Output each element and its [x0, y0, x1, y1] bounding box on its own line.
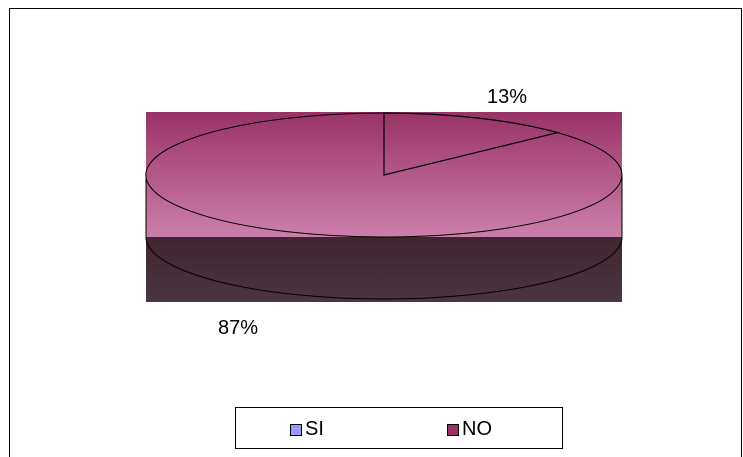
legend-item-no: NO [447, 418, 492, 441]
data-label-no: 87% [218, 317, 258, 339]
legend-swatch-si [290, 423, 302, 436]
data-label-si: 13% [487, 86, 527, 108]
pie-slice-si [383, 112, 560, 176]
legend-label-si: SI [305, 418, 324, 440]
pie-slice-no [145, 112, 623, 238]
legend-item-si: SI [290, 418, 324, 441]
legend-label-no: NO [462, 418, 492, 440]
chart-area [9, 8, 742, 457]
pie-side-wall [145, 175, 623, 300]
legend-swatch-no [447, 423, 459, 436]
plot-area-lower [146, 237, 622, 302]
legend: SI NO [235, 407, 563, 449]
